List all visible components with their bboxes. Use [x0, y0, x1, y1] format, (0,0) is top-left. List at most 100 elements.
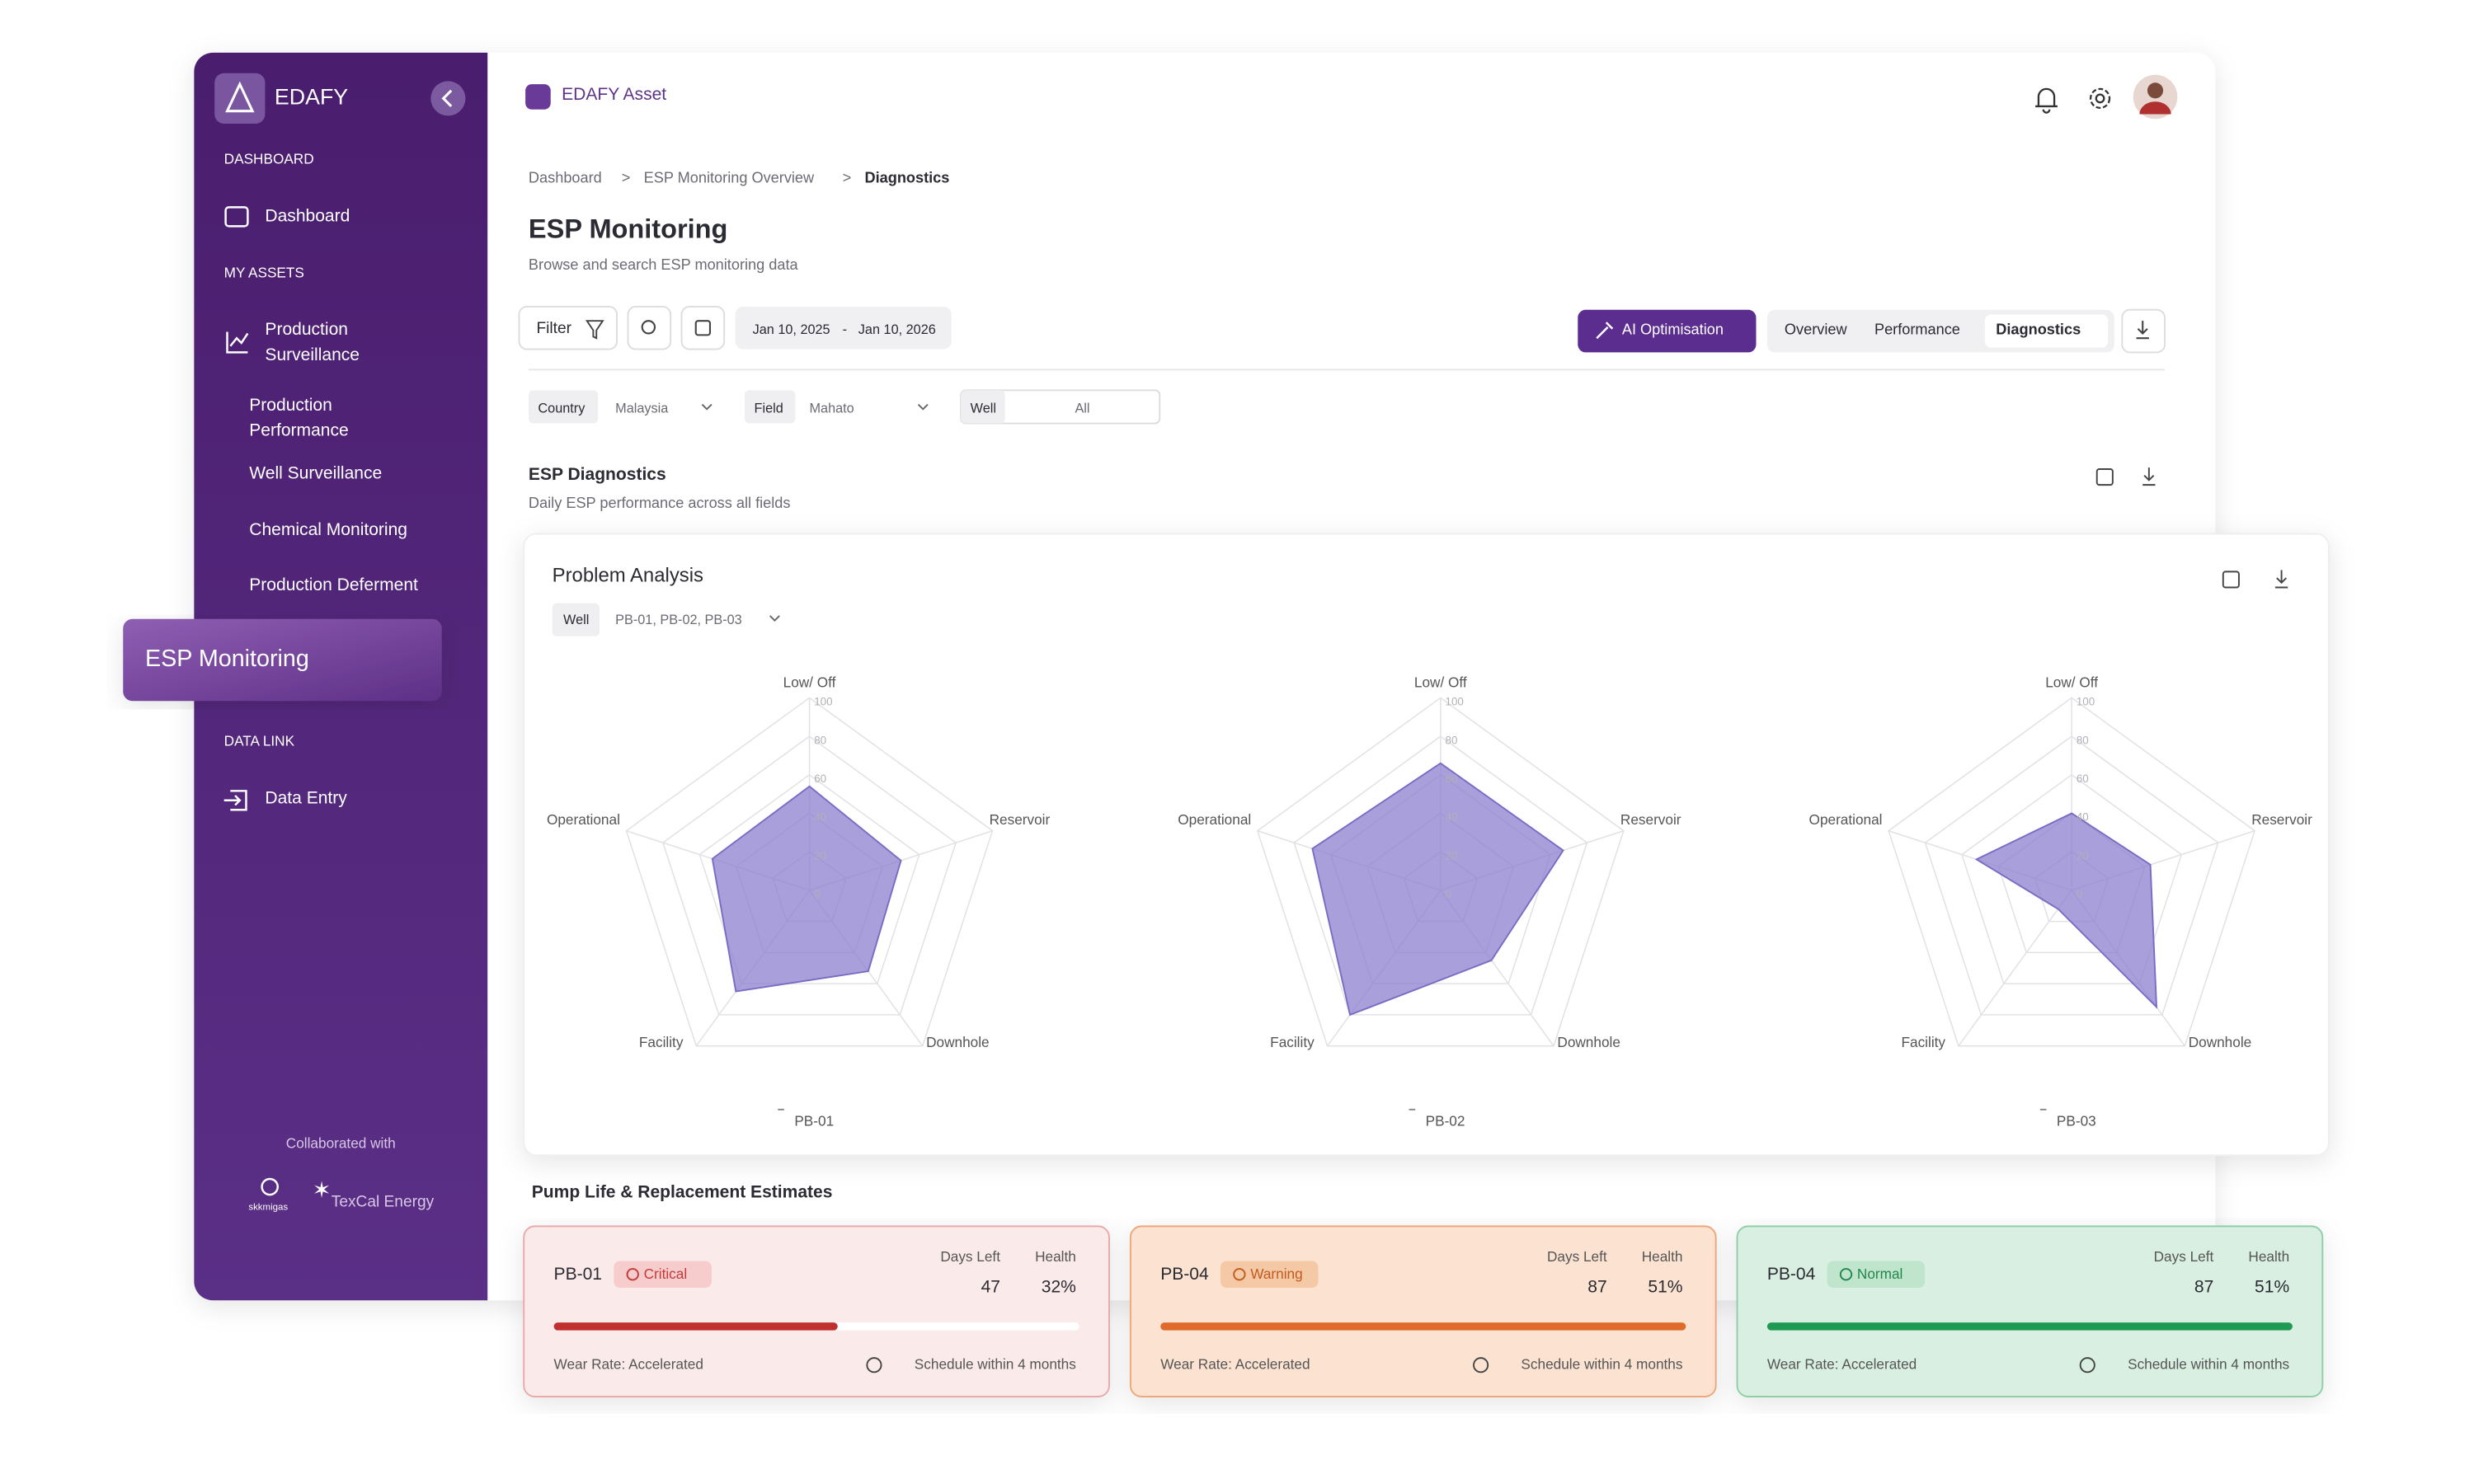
- calendar-icon[interactable]: [2095, 468, 2114, 486]
- pump-id: PB-04: [1160, 1265, 1209, 1284]
- bell-icon[interactable]: [2035, 87, 2058, 114]
- breadcrumb[interactable]: Dashboard: [529, 170, 602, 186]
- avatar-face: [2147, 82, 2164, 99]
- section-title: Pump Life & Replacement Estimates: [532, 1183, 833, 1202]
- grid-ring: [625, 697, 994, 1047]
- wear-rate: Wear Rate: Accelerated: [1767, 1355, 1917, 1372]
- breadcrumb-current: Diagnostics: [864, 170, 949, 186]
- radar-area: [711, 785, 902, 993]
- axis-label: Facility: [1902, 1034, 1946, 1050]
- tick-label: 60: [2077, 773, 2089, 785]
- filter-button[interactable]: [518, 305, 618, 350]
- download-icon[interactable]: [2142, 467, 2156, 486]
- bar-fill: [1766, 1322, 2293, 1331]
- icon: [223, 790, 247, 811]
- search-button[interactable]: [627, 305, 672, 350]
- breadcrumb-sep: >: [622, 170, 631, 186]
- status-chip: [614, 1261, 712, 1288]
- tick-label: 80: [2077, 734, 2089, 746]
- grid-ring: [1961, 773, 2183, 984]
- nav-item-active[interactable]: ESP Monitoring: [145, 646, 309, 672]
- schedule: Schedule within 4 months: [915, 1355, 1076, 1372]
- app-logo: [525, 84, 551, 110]
- status: Warning: [1250, 1266, 1302, 1282]
- filter-key: [961, 390, 1005, 424]
- partner: skkmigas: [248, 1202, 288, 1212]
- nav-item[interactable]: Data Entry: [265, 788, 347, 807]
- nav-item[interactable]: Well Surveillance: [249, 463, 382, 482]
- calendar-icon[interactable]: [2222, 571, 2240, 589]
- health: 51%: [2255, 1278, 2289, 1297]
- nav-item[interactable]: Production: [249, 396, 332, 415]
- nav-item[interactable]: Dashboard: [265, 206, 350, 225]
- nav-item[interactable]: Chemical Monitoring: [249, 520, 407, 539]
- health-label: Health: [2248, 1248, 2289, 1265]
- settings-icon-core: [2095, 93, 2105, 104]
- filter-value: All: [1075, 402, 1089, 416]
- nav-item[interactable]: Performance: [249, 421, 348, 440]
- days-label: Days Left: [940, 1248, 1000, 1265]
- axis-label: Low/ Off: [1414, 674, 1467, 691]
- chevron: [917, 403, 929, 411]
- tab-active[interactable]: [1984, 314, 2109, 348]
- date-range[interactable]: [735, 306, 952, 350]
- tick-label: 100: [2077, 696, 2095, 708]
- nav-item[interactable]: Surveillance: [265, 345, 360, 364]
- date-to: Jan 10, 2026: [858, 322, 936, 337]
- filter-key-label: Country: [538, 402, 586, 416]
- partner-logo: [261, 1177, 279, 1196]
- axis-label: Facility: [1270, 1034, 1315, 1050]
- collaborated: Collaborated with: [286, 1134, 396, 1151]
- grid-ring: [1888, 697, 2256, 1047]
- tick-label: 20: [2077, 849, 2089, 862]
- tab[interactable]: Diagnostics: [1996, 321, 2081, 337]
- ai-icon: [1596, 322, 1614, 340]
- page-title: ESP Monitoring: [529, 214, 727, 244]
- collapse-button[interactable]: [430, 81, 466, 116]
- tick-label: 0: [2077, 888, 2082, 900]
- health: 51%: [1648, 1278, 1682, 1297]
- chart-title: PB-02: [1426, 1113, 1465, 1129]
- ai-button[interactable]: [1578, 309, 1757, 353]
- tick-label: 100: [814, 696, 832, 708]
- filter-value[interactable]: PB-01, PB-02, PB-03: [615, 613, 742, 627]
- section-label: MY ASSETS: [224, 264, 304, 280]
- nav-item[interactable]: Production: [265, 320, 348, 339]
- calendar-button[interactable]: [680, 305, 726, 350]
- chart-title: PB-03: [2057, 1113, 2096, 1129]
- page-subtitle: Browse and search ESP monitoring data: [529, 256, 799, 273]
- bar-fill: [1160, 1322, 1686, 1331]
- status-chip: [1827, 1261, 1926, 1288]
- spoke: [1958, 890, 2072, 1047]
- filter-value[interactable]: Malaysia: [615, 402, 669, 416]
- tick-label: 100: [1446, 696, 1464, 708]
- days-left: 47: [981, 1278, 1000, 1297]
- schedule: Schedule within 4 months: [2128, 1355, 2289, 1372]
- breadcrumb[interactable]: ESP Monitoring Overview: [644, 170, 815, 186]
- ai-label: AI Optimisation: [1622, 321, 1724, 337]
- tab[interactable]: Performance: [1874, 321, 1960, 337]
- filter-key: [745, 390, 796, 424]
- filter-value[interactable]: Mahato: [810, 402, 854, 416]
- tick-label: 20: [814, 849, 826, 862]
- tick-label: 80: [1446, 734, 1458, 746]
- axis-label: Low/ Off: [2045, 674, 2098, 691]
- tick-label: 40: [2077, 811, 2089, 824]
- icon: [224, 206, 249, 228]
- brand: EDAFY: [275, 84, 348, 109]
- filter-key-label: Well: [563, 613, 589, 627]
- status-icon: [1233, 1268, 1246, 1281]
- tab[interactable]: Overview: [1785, 321, 1848, 337]
- radar-area: [1974, 812, 2158, 1009]
- active-nav[interactable]: [123, 618, 442, 702]
- axis-label: Operational: [1178, 811, 1251, 828]
- avatar-body: [2139, 101, 2171, 115]
- days-left: 87: [2194, 1278, 2213, 1297]
- nav-item[interactable]: Production Deferment: [249, 575, 418, 594]
- app-title: EDAFY Asset: [562, 85, 666, 104]
- health: 32%: [1042, 1278, 1076, 1297]
- status-chip: [1220, 1261, 1319, 1288]
- settings-icon[interactable]: [2089, 87, 2111, 110]
- download-icon[interactable]: [2274, 570, 2288, 589]
